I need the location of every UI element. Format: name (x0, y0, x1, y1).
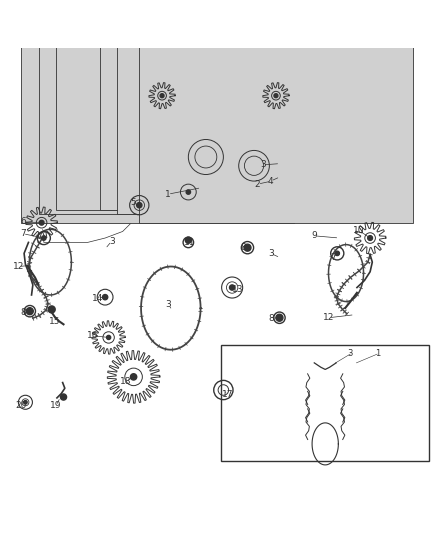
Text: 11: 11 (184, 238, 195, 247)
Text: 1: 1 (374, 349, 380, 358)
Circle shape (106, 335, 111, 340)
Text: 5: 5 (131, 198, 137, 207)
Text: 12: 12 (323, 313, 334, 322)
Circle shape (230, 285, 235, 290)
Circle shape (185, 237, 191, 243)
Circle shape (160, 94, 164, 98)
Circle shape (137, 203, 142, 208)
Circle shape (24, 400, 27, 404)
Text: 6: 6 (20, 217, 26, 227)
FancyBboxPatch shape (39, 0, 312, 214)
Text: 8: 8 (20, 308, 26, 317)
Polygon shape (123, 78, 315, 219)
Text: 14: 14 (92, 294, 103, 303)
Text: 17: 17 (222, 390, 233, 399)
Text: 7: 7 (330, 253, 336, 262)
Text: 16: 16 (87, 331, 99, 340)
Circle shape (335, 251, 339, 255)
Text: 3: 3 (109, 237, 115, 246)
Circle shape (42, 236, 46, 240)
FancyBboxPatch shape (139, 0, 413, 223)
Text: 18: 18 (120, 377, 132, 386)
Text: 20: 20 (15, 401, 27, 410)
Text: 3: 3 (166, 300, 172, 309)
Text: 1: 1 (165, 190, 171, 199)
Circle shape (131, 374, 137, 380)
Text: 10: 10 (353, 226, 365, 235)
Circle shape (39, 220, 44, 225)
Text: 2: 2 (255, 180, 260, 189)
Text: 7: 7 (20, 229, 26, 238)
FancyBboxPatch shape (56, 0, 329, 209)
Text: 9: 9 (311, 231, 318, 240)
Circle shape (26, 308, 33, 314)
FancyBboxPatch shape (21, 0, 294, 223)
Text: 8: 8 (240, 243, 247, 252)
Text: 3: 3 (347, 349, 353, 358)
Circle shape (60, 394, 67, 400)
Bar (221, 345, 429, 462)
Circle shape (102, 295, 108, 300)
Circle shape (244, 244, 251, 251)
FancyBboxPatch shape (100, 0, 373, 209)
Text: 12: 12 (13, 262, 24, 271)
Text: 19: 19 (50, 401, 62, 410)
FancyBboxPatch shape (117, 0, 391, 214)
Text: 3: 3 (268, 249, 274, 258)
Circle shape (186, 190, 191, 194)
Circle shape (48, 306, 55, 313)
Text: 13: 13 (232, 285, 243, 294)
Text: 4: 4 (268, 176, 273, 185)
Circle shape (276, 314, 283, 321)
Text: 15: 15 (49, 317, 60, 326)
Circle shape (368, 236, 372, 240)
Text: 3: 3 (260, 160, 266, 169)
Circle shape (274, 94, 278, 98)
Text: 8: 8 (268, 314, 275, 322)
